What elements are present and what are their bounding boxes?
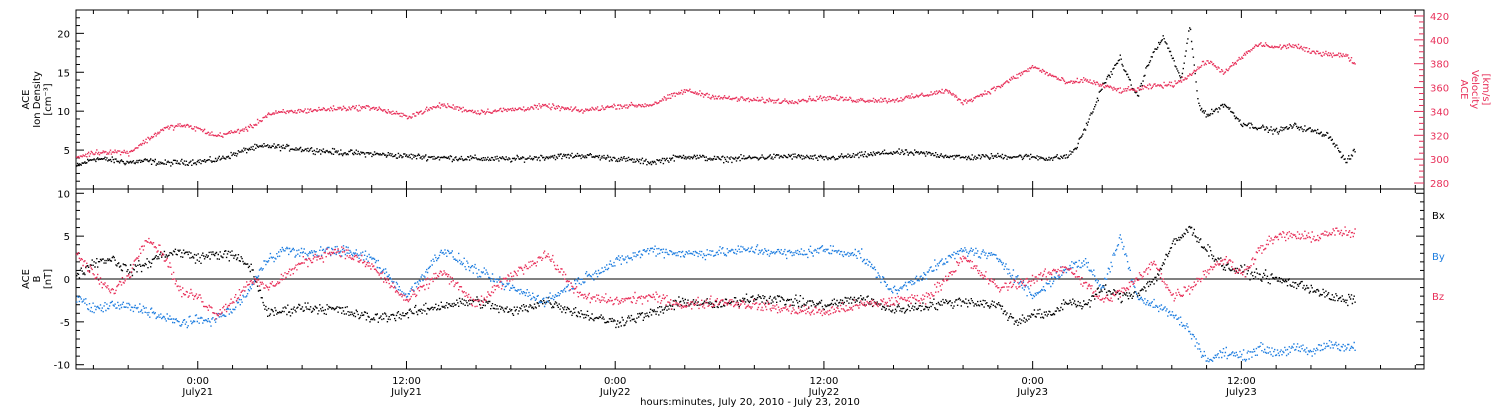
right-tick-label: 360 [1430, 84, 1449, 95]
x-tick-day: July21 [390, 387, 422, 398]
left-axis-title: ACE Ion Density [cm⁻³] [21, 71, 54, 128]
y-tick-label: -5 [60, 318, 70, 329]
right-tick-label: 380 [1430, 60, 1449, 71]
ion-density-series [76, 27, 1356, 167]
velocity-series [76, 42, 1356, 159]
left-tick-label: 5 [64, 146, 70, 157]
x-tick-time: 0:00 [1021, 376, 1043, 387]
right-axis-title-line: Velocity [1469, 70, 1480, 109]
right-tick-label: 300 [1430, 155, 1449, 166]
right-tick-label: 400 [1430, 36, 1449, 47]
x-tick-day: July22 [808, 387, 840, 398]
right-tick-label: 280 [1430, 179, 1449, 190]
b-series-bz [76, 226, 1356, 320]
right-axis-title: ACE Velocity [km/s] [1458, 70, 1491, 109]
x-tick-time: 12:00 [1227, 376, 1256, 387]
b-axis-title: ACE B [nT] [21, 269, 54, 289]
right-tick-label: 420 [1430, 12, 1449, 23]
legend-entry-bz: Bz [1432, 292, 1444, 303]
left-tick-label: 20 [57, 29, 70, 40]
y-tick-label: -10 [54, 361, 70, 372]
right-tick-label: 340 [1430, 107, 1449, 118]
right-axis-title-line: [km/s] [1480, 74, 1491, 106]
time-axis: 0:00July2112:00July210:00July2212:00July… [92, 10, 1416, 398]
b-series-by [76, 234, 1356, 363]
y-tick-label: 5 [64, 232, 70, 243]
b-axis-title-line: ACE [21, 269, 32, 289]
x-tick-time: 0:00 [604, 376, 626, 387]
magnetic-field-panel: -10 -5 0 5 10 ACE B [nT] Bx By Bz [21, 188, 1445, 372]
x-tick-day: July22 [599, 387, 631, 398]
right-axis-title-line: ACE [1458, 80, 1469, 100]
x-tick-time: 12:00 [392, 376, 421, 387]
left-axis-title-line: ACE [21, 90, 32, 110]
legend-entry-by: By [1432, 252, 1445, 263]
left-axis-title-line: Ion Density [32, 71, 43, 128]
left-tick-label: 10 [57, 107, 70, 118]
y-tick-label: 10 [57, 189, 70, 200]
b-axis-title-line: B [32, 275, 43, 282]
x-tick-day: July23 [1016, 387, 1048, 398]
right-tick-label: 320 [1430, 131, 1449, 142]
x-tick-day: July23 [1225, 387, 1257, 398]
left-tick-label: 15 [57, 68, 70, 79]
y-tick-label: 0 [64, 275, 70, 286]
x-tick-day: July21 [181, 387, 213, 398]
x-axis-title: hours:minutes, July 20, 2010 - July 23, … [640, 397, 860, 408]
x-tick-time: 12:00 [810, 376, 839, 387]
b-series-bx [76, 225, 1356, 329]
legend-entry-bx: Bx [1432, 211, 1445, 222]
left-axis-title-line: [cm⁻³] [43, 83, 54, 115]
x-tick-time: 0:00 [187, 376, 209, 387]
b-axis-title-line: [nT] [43, 269, 54, 289]
